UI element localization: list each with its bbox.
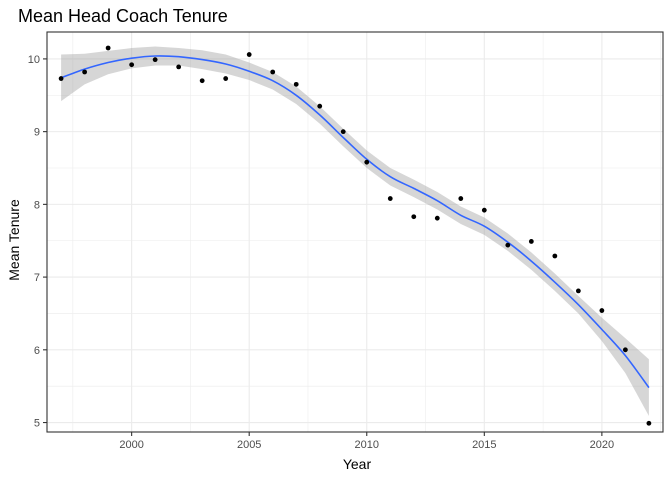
- data-points: [58, 45, 652, 426]
- data-point: [152, 57, 158, 63]
- y-tick-label: 5: [34, 418, 40, 430]
- data-point: [505, 242, 511, 248]
- data-point: [387, 196, 393, 201]
- data-point: [364, 159, 370, 165]
- grid-lines: [47, 32, 663, 432]
- data-point: [575, 288, 581, 294]
- data-point: [129, 62, 135, 68]
- data-point: [105, 45, 111, 51]
- y-axis-title: Mean Tenure: [6, 199, 22, 281]
- data-point: [528, 239, 534, 244]
- x-tick-label: 2015: [472, 439, 496, 451]
- data-point: [622, 347, 628, 353]
- data-point: [82, 69, 88, 75]
- data-point: [552, 253, 558, 259]
- data-point: [646, 420, 652, 426]
- data-point: [58, 76, 64, 81]
- data-point: [246, 52, 252, 57]
- panel-border: [46, 31, 664, 433]
- data-point: [293, 81, 299, 87]
- y-tick-label: 8: [34, 199, 40, 211]
- data-point: [599, 308, 605, 313]
- y-tick-label: 10: [28, 54, 40, 66]
- data-point: [481, 207, 487, 213]
- x-tick-label: 2000: [119, 439, 143, 451]
- data-point: [317, 103, 323, 109]
- data-point: [340, 129, 346, 135]
- smooth-line: [60, 55, 650, 389]
- x-tick-label: 2020: [590, 439, 614, 451]
- data-point: [434, 215, 440, 221]
- x-axis-title: Year: [343, 456, 372, 472]
- axis-ticks: 2000 2005 2010 2015 2020 5 6 7 8 9 10: [28, 54, 614, 451]
- data-point: [411, 214, 417, 220]
- chart-title: Mean Head Coach Tenure: [18, 6, 228, 26]
- y-tick-label: 6: [34, 345, 40, 357]
- y-tick-label: 9: [34, 127, 40, 139]
- data-point: [176, 64, 182, 70]
- x-tick-label: 2005: [237, 439, 261, 451]
- data-point: [270, 69, 276, 75]
- data-point: [223, 76, 229, 81]
- data-point: [199, 78, 205, 84]
- x-tick-label: 2010: [355, 439, 379, 451]
- data-point: [458, 196, 464, 201]
- y-tick-label: 7: [34, 272, 40, 284]
